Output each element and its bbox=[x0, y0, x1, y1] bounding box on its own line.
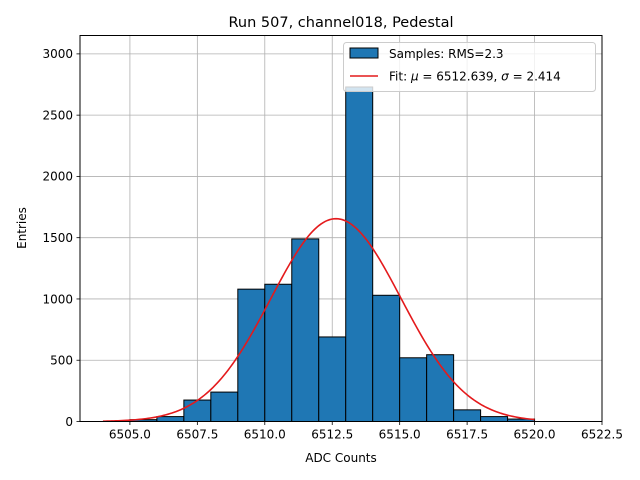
legend-histogram-swatch bbox=[349, 47, 379, 59]
histogram-bar bbox=[399, 357, 428, 422]
x-tick-label: 6512.5 bbox=[311, 428, 353, 442]
x-tick-label: 6522.5 bbox=[581, 428, 623, 442]
gaussian-fit-curve bbox=[102, 217, 535, 422]
y-axis-ticks: 0 500 1000 1500 2000 2500 3000 bbox=[42, 47, 80, 429]
x-tick-label: 6505.0 bbox=[109, 428, 151, 442]
histogram-bar bbox=[345, 86, 374, 422]
y-tick-label: 0 bbox=[65, 415, 73, 429]
histogram-bar bbox=[372, 294, 401, 422]
x-tick-label: 6507.5 bbox=[176, 428, 218, 442]
y-tick-label: 2500 bbox=[42, 108, 73, 122]
y-axis-label: Entries bbox=[15, 207, 29, 249]
histogram-bar bbox=[291, 238, 320, 422]
legend-fit-label: Fit: μ = 6512.639, σ = 2.414 bbox=[389, 70, 561, 84]
legend-fit-sigma-symbol: σ bbox=[501, 70, 509, 84]
legend-fit-prefix: Fit: bbox=[389, 70, 411, 84]
x-tick-label: 6517.5 bbox=[446, 428, 488, 442]
x-tick-label: 6510.0 bbox=[244, 428, 286, 442]
legend: Samples: RMS=2.3 Fit: μ = 6512.639, σ = … bbox=[343, 42, 596, 92]
plot-frame bbox=[79, 35, 603, 422]
legend-fit-sigma-value: = 2.414 bbox=[509, 70, 561, 84]
y-tick-label: 2000 bbox=[42, 170, 73, 184]
y-tick-label: 500 bbox=[50, 354, 73, 368]
histogram-bar bbox=[210, 391, 239, 423]
legend-box bbox=[343, 42, 596, 92]
y-tick-label: 1000 bbox=[42, 292, 73, 306]
legend-fit-mu-value: = 6512.639, bbox=[419, 70, 502, 84]
legend-fit-mu-symbol: μ bbox=[410, 70, 419, 84]
chart-title: Run 507, channel018, Pedestal bbox=[228, 15, 453, 31]
x-tick-label: 6515.0 bbox=[379, 428, 421, 442]
histogram-bar bbox=[480, 416, 509, 423]
y-tick-label: 1500 bbox=[42, 231, 73, 245]
x-axis-label: ADC Counts bbox=[305, 451, 377, 465]
grid-lines bbox=[80, 35, 603, 422]
y-tick-label: 3000 bbox=[42, 47, 73, 61]
x-axis-ticks: 6505.0 6507.5 6510.0 6512.5 6515.0 6517.5 6520… bbox=[109, 421, 623, 442]
histogram-bar bbox=[156, 416, 185, 423]
histogram-bar bbox=[237, 288, 266, 422]
histogram-bar bbox=[318, 336, 347, 423]
histogram-bar bbox=[264, 283, 293, 422]
x-tick-label: 6520.0 bbox=[514, 428, 556, 442]
histogram-bar bbox=[183, 399, 212, 422]
histogram-bar bbox=[453, 409, 482, 423]
legend-histogram-label: Samples: RMS=2.3 bbox=[389, 47, 504, 61]
histogram-bars bbox=[129, 86, 536, 423]
